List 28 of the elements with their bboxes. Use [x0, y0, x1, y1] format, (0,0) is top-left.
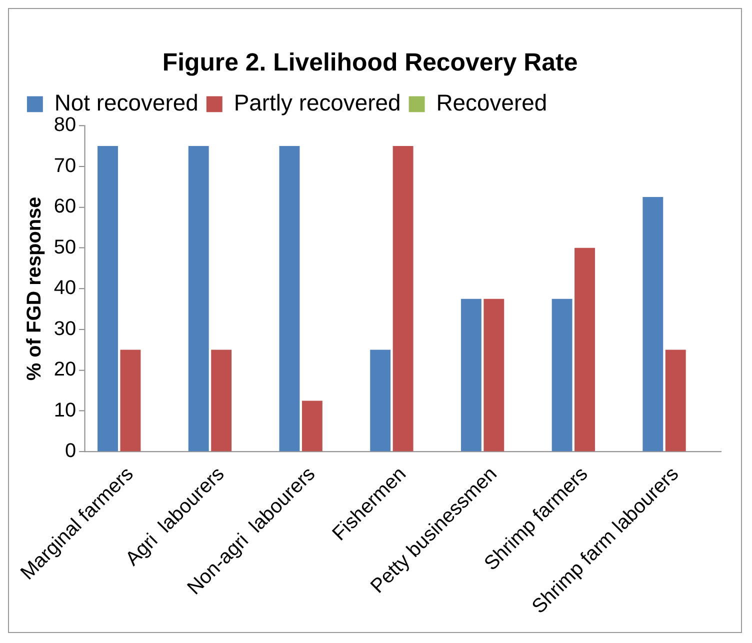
y-axis-title: % of FGD response	[23, 196, 46, 381]
bar	[211, 350, 232, 452]
y-tick-label: 10	[54, 399, 76, 422]
bar	[279, 146, 300, 452]
y-tick-label: 60	[54, 196, 76, 218]
bar	[665, 350, 686, 452]
y-tick-label: 70	[54, 154, 76, 177]
y-tick-label: 30	[54, 318, 76, 340]
y-tick-label: 50	[54, 236, 76, 258]
bar	[98, 146, 118, 452]
bar	[642, 196, 664, 452]
legend-label: Recovered	[436, 90, 548, 116]
bar	[392, 146, 414, 452]
y-tick-label: 20	[54, 358, 76, 381]
bar	[552, 298, 572, 452]
bar	[188, 146, 209, 452]
legend-label: Not recovered	[54, 90, 198, 116]
chart-title: Figure 2. Livelihood Recovery Rate	[162, 48, 578, 77]
bar	[460, 298, 482, 452]
bar	[120, 350, 141, 452]
bar	[484, 298, 504, 452]
bar	[370, 350, 391, 452]
legend-label: Partly recovered	[234, 90, 401, 116]
y-tick-label: 80	[54, 114, 76, 136]
bar	[302, 400, 322, 452]
bar	[574, 248, 595, 452]
y-tick-label: 40	[54, 277, 76, 300]
y-tick-label: 0	[64, 440, 76, 462]
